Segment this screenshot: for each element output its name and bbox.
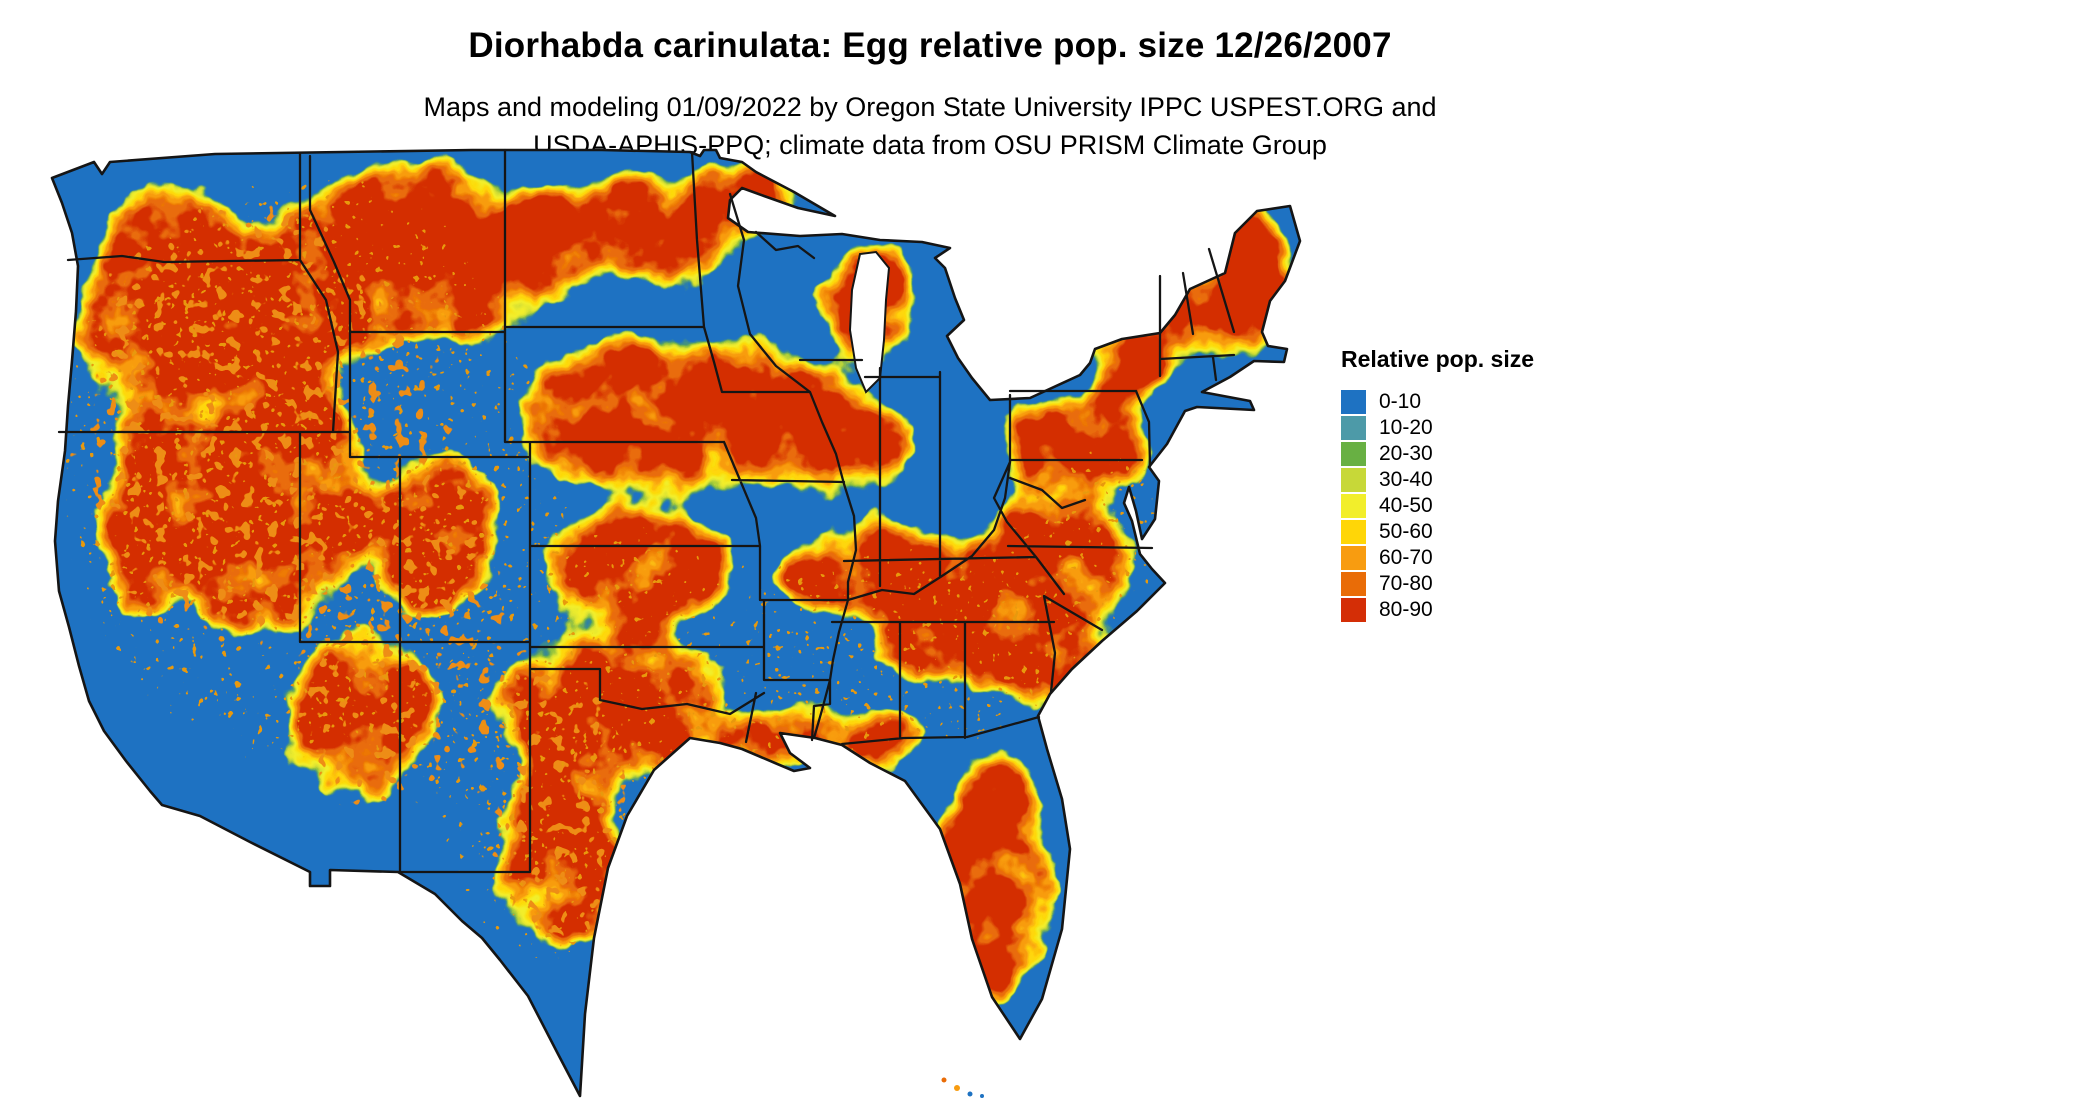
state-borders	[57, 148, 1236, 874]
legend-label: 80-90	[1379, 598, 1433, 621]
legend-title: Relative pop. size	[1341, 346, 1535, 372]
legend-label: 30-40	[1379, 468, 1433, 491]
legend-row: 40-50	[1341, 493, 1534, 519]
legend-label: 50-60	[1379, 520, 1433, 543]
legend-entries: 0-10 10-20 20-30 30-40 40-50 50-60 60-70 70-80 8…	[1341, 389, 1534, 623]
legend-row: 70-80	[1341, 571, 1534, 597]
legend-row: 0-10	[1341, 389, 1534, 415]
legend-row: 60-70	[1341, 545, 1534, 571]
legend-swatch	[1341, 520, 1366, 544]
florida-keys	[941, 1077, 984, 1098]
legend-label: 20-30	[1379, 442, 1433, 465]
legend-row: 10-20	[1341, 415, 1534, 441]
legend-swatch	[1341, 572, 1366, 596]
page-title: Diorhabda carinulata: Egg relative pop. …	[468, 26, 1392, 65]
subtitle: Maps and modeling 01/09/2022 by Oregon S…	[0, 88, 1860, 164]
legend-row: 50-60	[1341, 519, 1534, 545]
raster-layers	[52, 150, 1300, 1096]
legend-swatch	[1341, 390, 1366, 414]
legend-swatch	[1341, 546, 1366, 570]
legend-row: 30-40	[1341, 467, 1534, 493]
legend-label: 60-70	[1379, 546, 1433, 569]
legend-swatch	[1341, 494, 1366, 518]
legend: Relative pop. size 0-10 10-20 20-30 30-40 40…	[1341, 346, 1534, 623]
legend-label: 40-50	[1379, 494, 1433, 517]
us-map	[42, 148, 1312, 1113]
legend-label: 0-10	[1379, 390, 1422, 413]
legend-row: 20-30	[1341, 441, 1534, 467]
legend-label: 70-80	[1379, 572, 1433, 595]
us-map-svg	[50, 148, 1302, 1098]
legend-swatch	[1341, 416, 1366, 440]
legend-swatch	[1341, 442, 1366, 466]
subtitle-line-1: Maps and modeling 01/09/2022 by Oregon S…	[423, 92, 1437, 122]
legend-row: 80-90	[1341, 597, 1534, 623]
legend-swatch	[1341, 598, 1366, 622]
legend-label: 10-20	[1379, 416, 1433, 439]
legend-swatch	[1341, 468, 1366, 492]
